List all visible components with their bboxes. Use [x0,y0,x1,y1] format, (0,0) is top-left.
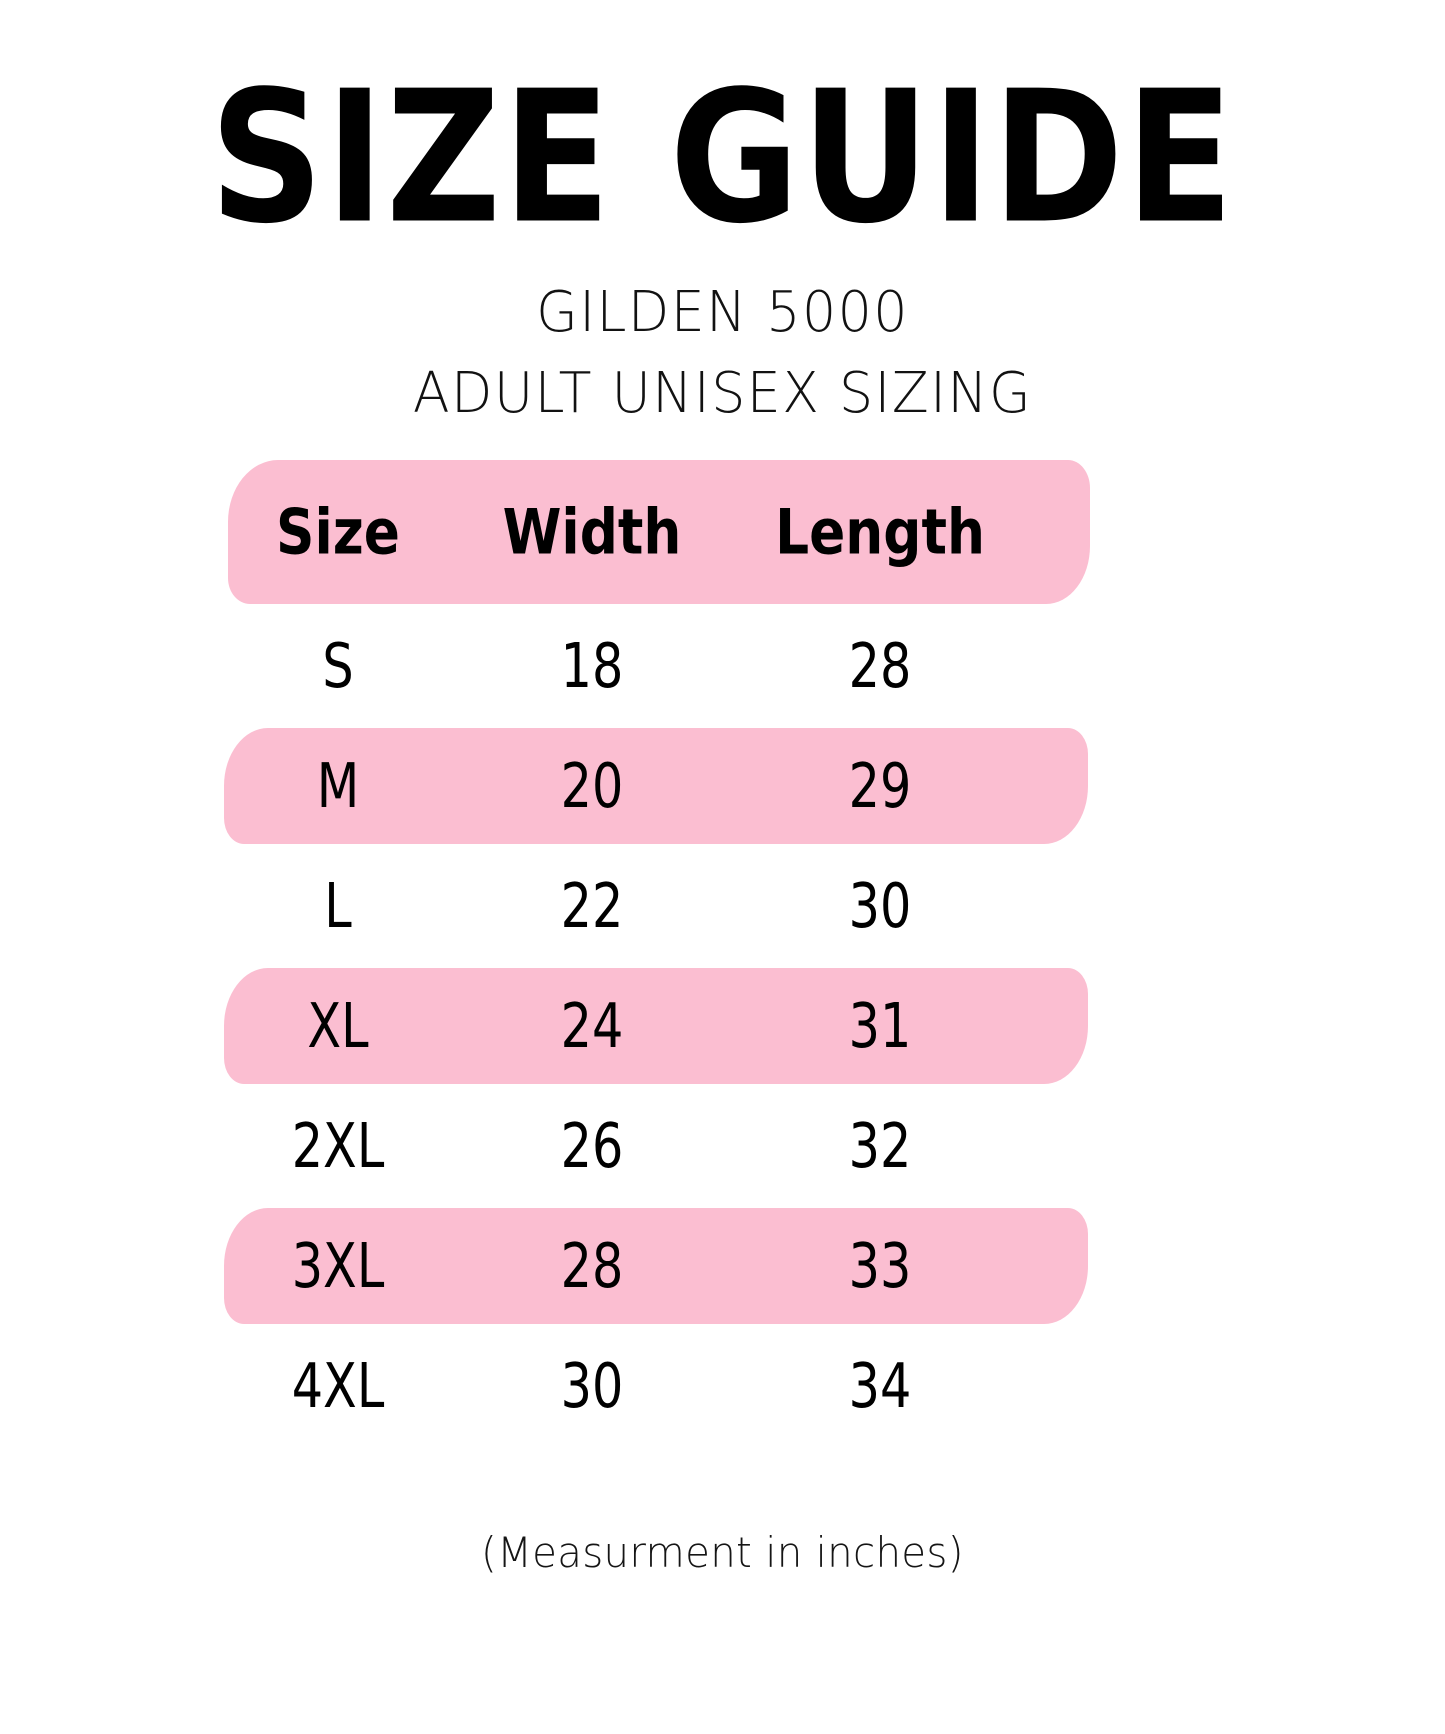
cell-width: 26 [560,1110,624,1182]
cell-size: 3XL [291,1230,385,1302]
table-row: XL 24 31 [222,966,1088,1086]
table-row: 2XL 26 32 [222,1086,1086,1206]
subtitle-product: GILDEN 5000 [536,280,909,345]
cell-size: 2XL [291,1110,385,1182]
cell-width: 20 [560,750,624,822]
size-table: Size Width Length S 18 28 M 20 29 L 22 30 XL 24 31 2… [222,458,1090,1446]
table-row: M 20 29 [222,726,1088,846]
page-title: SIZE GUIDE [209,50,1236,264]
cell-length: 34 [848,1350,912,1422]
cell-width: 18 [560,630,624,702]
table-row: 3XL 28 33 [222,1206,1088,1326]
table-header-row: Size Width Length [222,458,1090,606]
cell-length: 30 [848,870,912,942]
cell-size: S [322,630,354,702]
measurement-note: (Measurment in inches) [481,1528,964,1577]
cell-width: 28 [560,1230,624,1302]
cell-size: M [316,750,360,822]
cell-length: 33 [848,1230,912,1302]
table-row: S 18 28 [222,606,1086,726]
cell-length: 28 [848,630,912,702]
subtitle-block: GILDEN 5000 ADULT UNISEX SIZING [0,272,1445,434]
cell-length: 29 [848,750,912,822]
subtitle-audience: ADULT UNISEX SIZING [412,361,1033,427]
table-row: 4XL 30 34 [222,1326,1086,1446]
cell-size: L [324,870,352,942]
cell-width: 24 [560,990,624,1062]
column-header-width: Width [502,495,682,569]
cell-size: 4XL [291,1350,385,1422]
table-row: L 22 30 [222,846,1086,966]
cell-length: 32 [848,1110,912,1182]
column-header-length: Length [775,495,985,569]
footnote-block: (Measurment in inches) [0,1528,1445,1577]
cell-width: 22 [560,870,624,942]
cell-size: XL [307,990,369,1062]
cell-length: 31 [848,990,912,1062]
column-header-size: Size [276,495,400,569]
cell-width: 30 [560,1350,624,1422]
title-block: SIZE GUIDE [0,66,1445,248]
